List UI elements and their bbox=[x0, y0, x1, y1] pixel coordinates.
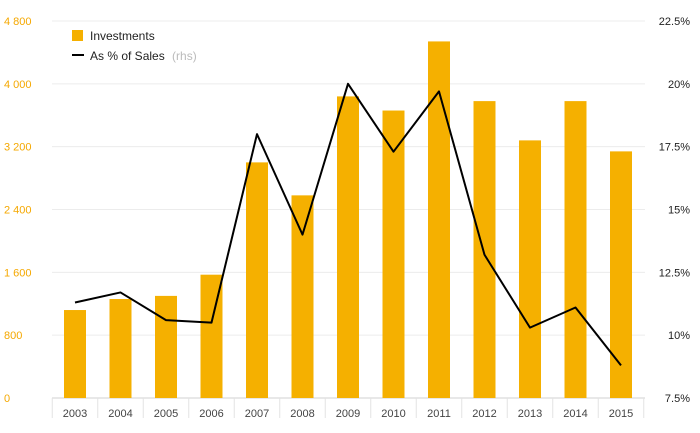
left-tick-label: 2 400 bbox=[4, 205, 32, 217]
right-tick-label: 20% bbox=[668, 79, 690, 91]
bar-2013 bbox=[519, 140, 541, 398]
bar-2009 bbox=[337, 96, 359, 399]
left-tick-label: 800 bbox=[4, 330, 22, 342]
bar-2010 bbox=[382, 110, 405, 398]
bar-2014 bbox=[564, 101, 587, 399]
x-tick-label: 2004 bbox=[108, 408, 132, 420]
bars bbox=[64, 41, 632, 399]
right-tick-label: 10% bbox=[668, 330, 690, 342]
x-tick-label: 2008 bbox=[290, 408, 314, 420]
bar-2006 bbox=[200, 274, 223, 398]
line-series bbox=[74, 82, 622, 366]
legend: Investments As % of Sales (rhs) bbox=[72, 29, 197, 63]
left-tick-label: 0 bbox=[4, 393, 10, 405]
x-tick-label: 2014 bbox=[563, 408, 587, 420]
x-tick-label: 2011 bbox=[427, 408, 451, 420]
bar-2015 bbox=[610, 151, 632, 398]
x-tick-label: 2012 bbox=[472, 408, 496, 420]
right-tick-label: 17.5% bbox=[659, 142, 690, 154]
bar-2004 bbox=[109, 299, 132, 398]
right-tick-label: 7.5% bbox=[665, 393, 690, 405]
legend-label-sales-pct: As % of Sales (rhs) bbox=[90, 49, 197, 63]
x-tick-label: 2005 bbox=[154, 408, 178, 420]
legend-swatch-investments bbox=[72, 30, 83, 41]
x-tick-label: 2003 bbox=[63, 408, 87, 420]
legend-label-sales-pct-suffix: (rhs) bbox=[172, 49, 197, 63]
x-tick-label: 2007 bbox=[245, 408, 269, 420]
legend-label-investments: Investments bbox=[90, 29, 155, 43]
left-tick-label: 1 600 bbox=[4, 267, 32, 279]
x-axis-ticks: 2003 2004 2005 2006 2007 2008 2009 2010 2011 2012… bbox=[51, 398, 645, 420]
right-axis-ticks: 7.5% 10% 12.5% 15% 17.5% 20% 22.5% bbox=[659, 16, 690, 405]
x-tick-label: 2009 bbox=[336, 408, 360, 420]
bar-2003 bbox=[64, 310, 86, 398]
right-tick-label: 15% bbox=[668, 205, 690, 217]
left-tick-label: 3 200 bbox=[4, 142, 32, 154]
x-tick-label: 2010 bbox=[381, 408, 405, 420]
bar-2008 bbox=[291, 195, 314, 398]
left-tick-label: 4 800 bbox=[4, 16, 32, 28]
left-axis-ticks: 0 800 1 600 2 400 3 200 4 000 4 800 bbox=[4, 16, 32, 405]
right-tick-label: 12.5% bbox=[659, 267, 690, 279]
x-tick-label: 2006 bbox=[199, 408, 223, 420]
bar-2011 bbox=[428, 41, 450, 398]
right-tick-label: 22.5% bbox=[659, 16, 690, 28]
bar-2012 bbox=[473, 101, 496, 399]
legend-label-sales-pct-name: As % of Sales bbox=[90, 49, 165, 63]
bar-2005 bbox=[155, 295, 177, 398]
x-tick-label: 2013 bbox=[518, 408, 542, 420]
bar-2007 bbox=[246, 162, 268, 398]
x-tick-label: 2015 bbox=[609, 408, 633, 420]
left-tick-label: 4 000 bbox=[4, 79, 32, 91]
